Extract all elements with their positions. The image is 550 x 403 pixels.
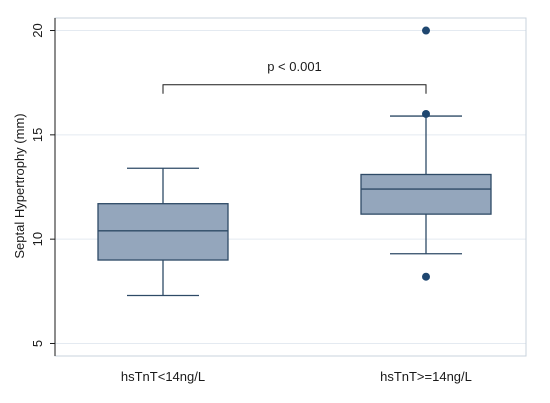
axis-layer: 5 10 15 20 hsTnT<14ng/L hsTnT>=14ng/L bbox=[30, 18, 472, 384]
outlier-point-2-3 bbox=[422, 26, 430, 35]
outlier-point-2-2 bbox=[422, 109, 430, 118]
box-iqr-1 bbox=[97, 203, 229, 261]
x-category-label-1: hsTnT<14ng/L bbox=[121, 369, 205, 384]
y-tick-label-5: 5 bbox=[30, 340, 45, 347]
significance-bracket bbox=[162, 84, 427, 94]
y-axis-title: Septal Hypertrophy (mm) bbox=[12, 113, 27, 258]
box-layer bbox=[97, 26, 492, 297]
y-tick-label-15: 15 bbox=[30, 128, 45, 142]
y-tick-label-20: 20 bbox=[30, 23, 45, 37]
outlier-point-2-1 bbox=[422, 272, 430, 281]
annotation-layer: p < 0.001 bbox=[162, 59, 427, 94]
p-value-label: p < 0.001 bbox=[267, 59, 322, 74]
x-category-label-2: hsTnT>=14ng/L bbox=[380, 369, 472, 384]
box-group-1 bbox=[97, 167, 229, 297]
box-group-2 bbox=[360, 26, 492, 281]
box-iqr-2 bbox=[360, 173, 492, 215]
y-tick-label-10: 10 bbox=[30, 232, 45, 246]
